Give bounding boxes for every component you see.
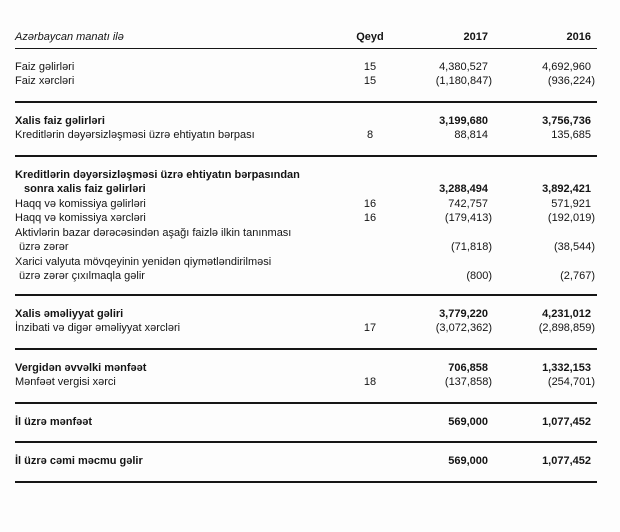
row-label: Xalis əməliyyat gəliri xyxy=(15,307,124,320)
row-label: İl üzrə cəmi məcmu gəlir xyxy=(15,455,143,467)
table-row: Faiz gəlirləri 15 4,380,527 4,692,960 xyxy=(15,60,597,75)
row-note: 18 xyxy=(363,376,377,388)
table-row: İl üzrə cəmi məcmu gəlir 569,000 1,077,4… xyxy=(15,454,597,469)
table-row: Aktivlərin bazar dərəcəsindən aşağı faiz… xyxy=(15,226,597,255)
row-value-2017: (1,180,847) xyxy=(435,75,492,87)
header-rule xyxy=(15,47,597,49)
section-rule xyxy=(15,100,597,103)
row-note: 16 xyxy=(363,197,377,210)
row-label: Xarici valyuta mövqeyinin yenidən qiymət… xyxy=(15,255,340,284)
table-row: Xarici valyuta mövqeyinin yenidən qiymət… xyxy=(15,255,597,284)
section-pretax-profit: Vergidən əvvəlki mənfəət 706,858 1,332,1… xyxy=(15,350,597,402)
row-label: Vergidən əvvəlki mənfəət xyxy=(15,361,147,374)
row-label: Xalis faiz gəlirləri xyxy=(15,114,105,127)
row-value-2017: (800) xyxy=(466,270,492,282)
row-value-2016: (254,701) xyxy=(547,376,595,388)
row-label: Faiz xərcləri xyxy=(15,75,75,87)
row-value-2016: (936,224) xyxy=(547,75,595,87)
row-note: 16 xyxy=(363,212,377,224)
table-header: Azərbaycan manatı ilə Qeyd 2017 2016 xyxy=(15,30,597,48)
row-value-2016: 3,756,736 xyxy=(542,114,591,127)
table-row: Vergidən əvvəlki mənfəət 706,858 1,332,1… xyxy=(15,361,597,376)
table-row: Xalis faiz gəlirləri 3,199,680 3,756,736 xyxy=(15,114,597,129)
row-value-2016: 1,077,452 xyxy=(542,455,591,467)
row-value-2017: (71,818) xyxy=(451,241,492,253)
row-label-line2: sonra xalis faiz gəlirləri xyxy=(24,183,146,195)
table-row: Kreditlərin dəyərsizləşməsi üzrə ehtiyat… xyxy=(15,128,597,143)
row-note: 17 xyxy=(363,322,377,334)
currency-note: Azərbaycan manatı ilə xyxy=(15,31,124,43)
section-rule xyxy=(15,441,597,443)
table-row: Xalis əməliyyat gəliri 3,779,220 4,231,0… xyxy=(15,307,597,322)
row-value-2017: (179,413) xyxy=(444,212,492,224)
section-year-profit: İl üzrə mənfəət 569,000 1,077,452 xyxy=(15,404,597,442)
section-net-interest: Xalis faiz gəlirləri 3,199,680 3,756,736… xyxy=(15,103,597,155)
table-row: İl üzrə mənfəət 569,000 1,077,452 xyxy=(15,415,597,430)
section-rule xyxy=(15,480,597,483)
row-value-2016: (192,019) xyxy=(547,212,595,224)
section-rule xyxy=(15,347,597,350)
row-value-2017: 3,199,680 xyxy=(439,114,488,127)
row-value-2016: 4,692,960 xyxy=(542,60,591,73)
row-value-2016: 1,332,153 xyxy=(542,361,591,374)
row-value-2016: (38,544) xyxy=(554,241,595,253)
row-label-line1: Aktivlərin bazar dərəcəsindən aşağı faiz… xyxy=(15,226,292,239)
column-header-2017: 2017 xyxy=(463,31,488,43)
section-rule xyxy=(15,401,597,404)
row-label: Kreditlərin dəyərsizləşməsi üzrə ehtiyat… xyxy=(15,129,255,141)
row-label: Kreditlərin dəyərsizləşməsi üzrə ehtiyat… xyxy=(15,168,340,197)
row-label: Faiz gəlirləri xyxy=(15,60,75,73)
row-value-2016: 135,685 xyxy=(551,129,591,141)
row-note: 15 xyxy=(363,60,377,73)
row-value-2017: (137,858) xyxy=(444,376,492,388)
row-note: 15 xyxy=(363,75,377,87)
section-interest: Faiz gəlirləri 15 4,380,527 4,692,960 Fa… xyxy=(15,49,597,101)
income-statement-table: Azərbaycan manatı ilə Qeyd 2017 2016 Fai… xyxy=(15,30,597,483)
column-header-2016: 2016 xyxy=(566,31,591,43)
section-net-operating: Xalis əməliyyat gəliri 3,779,220 4,231,0… xyxy=(15,296,597,348)
row-label: Mənfəət vergisi xərci xyxy=(15,376,116,388)
row-value-2017: 4,380,527 xyxy=(439,60,488,73)
row-value-2016: 571,921 xyxy=(551,197,591,210)
row-value-2017: 3,288,494 xyxy=(439,183,488,195)
table-row: Kreditlərin dəyərsizləşməsi üzrə ehtiyat… xyxy=(15,168,597,197)
section-operating-components: Kreditlərin dəyərsizləşməsi üzrə ehtiyat… xyxy=(15,157,597,294)
row-value-2017: 742,757 xyxy=(448,197,488,210)
row-label-line2: üzrə zərər çıxılmaqla gəlir xyxy=(19,270,145,282)
row-label-line1: Xarici valyuta mövqeyinin yenidən qiymət… xyxy=(15,255,272,268)
table-row: Mənfəət vergisi xərci 18 (137,858) (254,… xyxy=(15,375,597,390)
row-value-2016: (2,767) xyxy=(560,270,595,282)
table-row: Haqq və komissiya gəlirləri 16 742,757 5… xyxy=(15,197,597,212)
row-value-2016: 1,077,452 xyxy=(542,415,591,428)
row-label: İnzibati və digər əməliyyat xərcləri xyxy=(15,322,181,334)
row-value-2017: 706,858 xyxy=(448,361,488,374)
column-header-note: Qeyd xyxy=(356,31,384,43)
section-comprehensive-income: İl üzrə cəmi məcmu gəlir 569,000 1,077,4… xyxy=(15,443,597,481)
table-row: İnzibati və digər əməliyyat xərcləri 17 … xyxy=(15,321,597,336)
table-row: Haqq və komissiya xərcləri 16 (179,413) … xyxy=(15,211,597,226)
row-value-2016: 4,231,012 xyxy=(542,307,591,320)
section-rule xyxy=(15,293,597,296)
row-value-2017: 3,779,220 xyxy=(439,307,488,320)
row-label: Aktivlərin bazar dərəcəsindən aşağı faiz… xyxy=(15,226,340,255)
row-note: 8 xyxy=(366,129,374,141)
section-rule xyxy=(15,154,597,157)
row-value-2017: 88,814 xyxy=(454,129,488,141)
row-value-2017: 569,000 xyxy=(448,415,488,428)
row-value-2016: 3,892,421 xyxy=(542,183,591,195)
row-value-2017: (3,072,362) xyxy=(435,322,492,334)
row-label-line1: Kreditlərin dəyərsizləşməsi üzrə ehtiyat… xyxy=(15,168,300,181)
row-label: Haqq və komissiya xərcləri xyxy=(15,212,146,224)
row-label-line2: üzrə zərər xyxy=(19,241,69,253)
row-label: Haqq və komissiya gəlirləri xyxy=(15,197,146,210)
row-value-2017: 569,000 xyxy=(448,455,488,467)
table-row: Faiz xərcləri 15 (1,180,847) (936,224) xyxy=(15,74,597,89)
row-value-2016: (2,898,859) xyxy=(538,322,595,334)
row-label: İl üzrə mənfəət xyxy=(15,415,93,428)
